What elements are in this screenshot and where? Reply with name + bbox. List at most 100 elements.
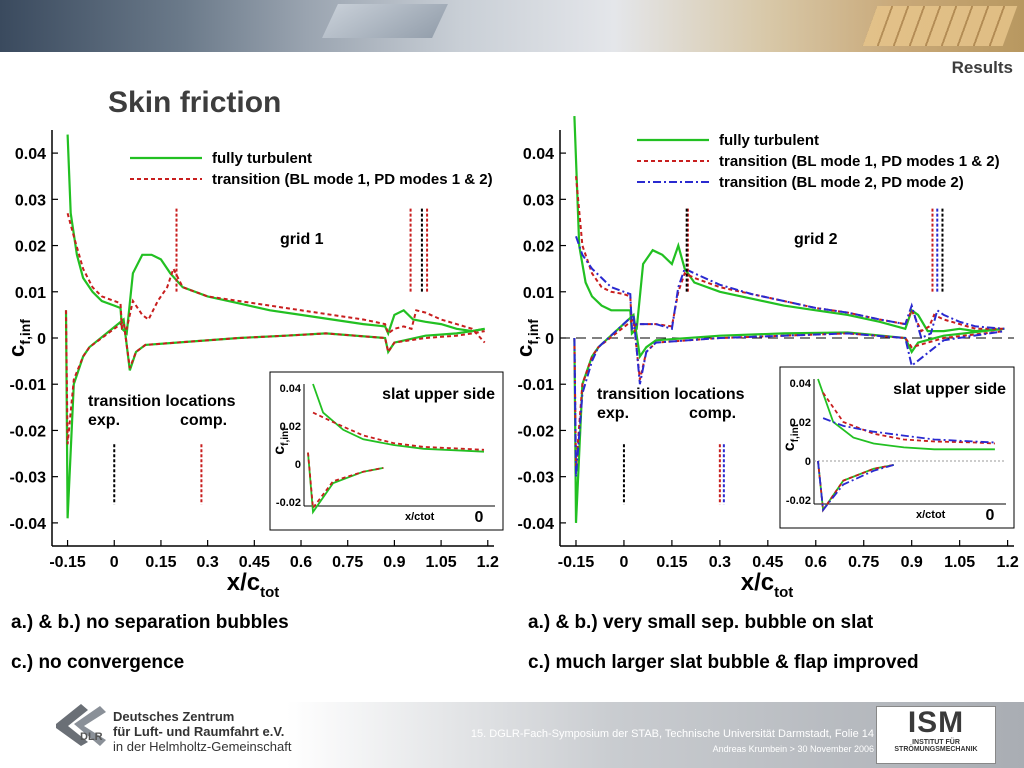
series-line-upper — [575, 235, 1005, 340]
ism-logo-text: ISM — [907, 706, 965, 739]
inset-y-tick-label: -0.02 — [786, 495, 811, 507]
dlr-org-name: Deutsches Zentrum für Luft- und Raumfahr… — [113, 709, 291, 754]
series-line-upper — [573, 116, 1005, 336]
x-tick-label: 0.9 — [901, 554, 923, 571]
inset-y-tick-label: 0.02 — [790, 417, 811, 429]
inset-series-line — [817, 378, 995, 451]
y-tick-label: 0.01 — [523, 285, 554, 302]
y-tick-label: -0.01 — [518, 377, 555, 394]
inset-y-tick-label: 0 — [805, 456, 811, 468]
y-tick-label: 0.02 — [15, 239, 46, 256]
y-tick-label: -0.02 — [10, 423, 47, 440]
inset-series-line — [817, 460, 894, 513]
x-tick-label: 0.75 — [848, 554, 879, 571]
y-tick-label: 0.04 — [523, 146, 554, 163]
y-tick-label: 0.04 — [15, 146, 46, 163]
y-tick-label: 0.03 — [15, 192, 46, 209]
comp-label: comp. — [180, 412, 227, 429]
y-tick-label: -0.02 — [518, 423, 555, 440]
caption-left-1: a.) & b.) no separation bubbles — [11, 612, 289, 633]
grid-label: grid 2 — [794, 231, 838, 248]
grid-label: grid 1 — [280, 231, 324, 248]
y-tick-label: -0.01 — [10, 377, 47, 394]
x-tick-label: 0.15 — [145, 554, 176, 571]
inset-series-line — [312, 383, 485, 453]
y-tick-label: -0.03 — [518, 470, 555, 487]
y-tick-label: 0 — [37, 331, 46, 348]
inset-x-tick-label: 0 — [475, 509, 484, 526]
page-title: Skin friction — [108, 86, 282, 119]
x-tick-label: 1.05 — [426, 554, 457, 571]
inset-x-tick-label: 0 — [986, 507, 995, 524]
y-tick-label: -0.04 — [10, 516, 47, 533]
series-line-upper — [66, 212, 486, 344]
inset-series-line — [312, 411, 485, 451]
inset-title: slat upper side — [893, 381, 1006, 398]
x-axis-label: x/ctot — [227, 569, 280, 601]
inset-y-tick-label: 0.04 — [790, 378, 812, 390]
x-tick-label: 0.6 — [805, 554, 827, 571]
chart-grid-1: 0.04 0.03 0.02 0.01 0 -0.01 -0.02 -0.03 -0.04 -0.… — [4, 130, 504, 601]
inset-series-line — [817, 460, 895, 513]
x-tick-label: 0.45 — [239, 554, 270, 571]
legend-label: fully turbulent — [212, 150, 312, 167]
x-tick-label: 1.2 — [477, 554, 499, 571]
inset-title: slat upper side — [382, 386, 495, 403]
x-tick-label: 1.05 — [944, 554, 975, 571]
org-line-3: in der Helmholtz-Gemeinschaft — [113, 739, 292, 754]
x-axis-label: x/ctot — [741, 569, 794, 601]
x-tick-label: 1.2 — [996, 554, 1018, 571]
footer-event: 15. DGLR-Fach-Symposium der STAB, Techni… — [470, 728, 874, 740]
exp-label: exp. — [88, 412, 120, 429]
exp-label: exp. — [597, 405, 629, 422]
dlr-logo-icon: DLR — [56, 704, 106, 746]
x-tick-label: 0.9 — [383, 554, 405, 571]
inset-y-tick-label: -0.02 — [276, 497, 301, 509]
y-tick-label: -0.03 — [10, 470, 47, 487]
legend-label: fully turbulent — [719, 132, 819, 149]
chart-grid-2: 0.04 0.03 0.02 0.01 0 -0.01 -0.02 -0.03 -0.04 -0.… — [512, 116, 1019, 601]
comp-label: comp. — [689, 405, 736, 422]
ism-sub-1: INSTITUT FÜR — [912, 739, 960, 746]
inset-series-line — [822, 417, 995, 444]
inset-slat-upper-side: slat upper side0.040.020-0.020x/ctotcf,i… — [779, 366, 1015, 529]
inset-frame — [779, 366, 1015, 529]
y-tick-label: -0.04 — [518, 516, 555, 533]
x-tick-label: 0.75 — [332, 554, 363, 571]
series-line-upper — [66, 134, 485, 337]
dlr-logo-text: DLR — [80, 731, 103, 743]
x-tick-label: 0.6 — [290, 554, 312, 571]
legend-label: transition (BL mode 1, PD modes 1 & 2) — [719, 153, 1000, 170]
y-tick-label: 0.02 — [523, 239, 554, 256]
x-tick-label: 0 — [110, 554, 119, 571]
series-line-lower — [65, 310, 485, 445]
org-line-2: für Luft- und Raumfahrt e.V. — [113, 724, 285, 739]
inset-series-line — [822, 392, 995, 445]
inset-x-label: x/ctot — [405, 511, 435, 523]
x-tick-label: 0.3 — [197, 554, 219, 571]
footer-bar — [0, 702, 1024, 768]
inset-y-tick-label: 0.02 — [280, 421, 301, 433]
inset-slat-upper-side: slat upper side0.040.020-0.020x/ctotcf,i… — [269, 371, 504, 531]
section-label: Results — [951, 58, 1013, 77]
y-axis-label: cf,inf — [512, 319, 541, 357]
inset-x-label: x/ctot — [916, 509, 946, 521]
footer-event-info: 15. DGLR-Fach-Symposium der STAB, Techni… — [471, 728, 874, 754]
org-line-1: Deutsches Zentrum — [113, 709, 235, 724]
ism-logo: ISM INSTITUT FÜR STRÖMUNGSMECHANIK — [876, 706, 996, 764]
caption-left-2: c.) no convergence — [11, 652, 185, 673]
ism-sub-2: STRÖMUNGSMECHANIK — [894, 746, 978, 753]
header-banner — [0, 0, 1024, 52]
y-tick-label: 0 — [545, 331, 554, 348]
x-tick-label: 0 — [619, 554, 628, 571]
inset-y-tick-label: 0.04 — [280, 383, 302, 395]
y-axis-label: cf,inf — [4, 319, 33, 357]
legend-label: transition (BL mode 2, PD mode 2) — [719, 174, 964, 191]
caption-right-2: c.) much larger slat bubble & flap impro… — [528, 652, 919, 673]
transition-locations-label: transition locations — [597, 386, 745, 403]
x-tick-label: -0.15 — [558, 554, 595, 571]
series-line-upper — [575, 176, 1005, 333]
inset-series-line — [307, 452, 384, 511]
legend-label: transition (BL mode 1, PD modes 1 & 2) — [212, 171, 493, 188]
series-line-lower — [573, 312, 1005, 477]
